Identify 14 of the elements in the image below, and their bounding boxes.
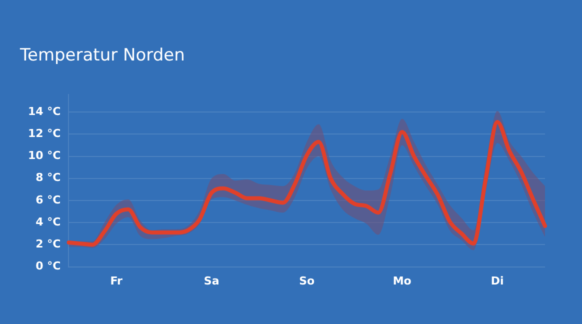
y-tick-label: 4 °C — [36, 215, 61, 228]
x-tick-label: Mo — [392, 274, 412, 288]
x-tick-label: Di — [490, 274, 504, 288]
y-tick-label: 2 °C — [36, 238, 61, 251]
y-tick-label: 8 °C — [36, 171, 61, 184]
y-tick-label: 14 °C — [28, 104, 61, 118]
y-tick-label: 10 °C — [28, 149, 61, 162]
x-tick-label: So — [299, 274, 316, 288]
chart-title: Temperatur Norden — [19, 46, 185, 66]
y-tick-label: 12 °C — [28, 127, 61, 140]
y-tick-label: 6 °C — [36, 193, 61, 206]
y-tick-label: 0 °C — [36, 260, 61, 273]
x-tick-label: Fr — [110, 274, 124, 288]
x-tick-label: Sa — [204, 274, 220, 288]
